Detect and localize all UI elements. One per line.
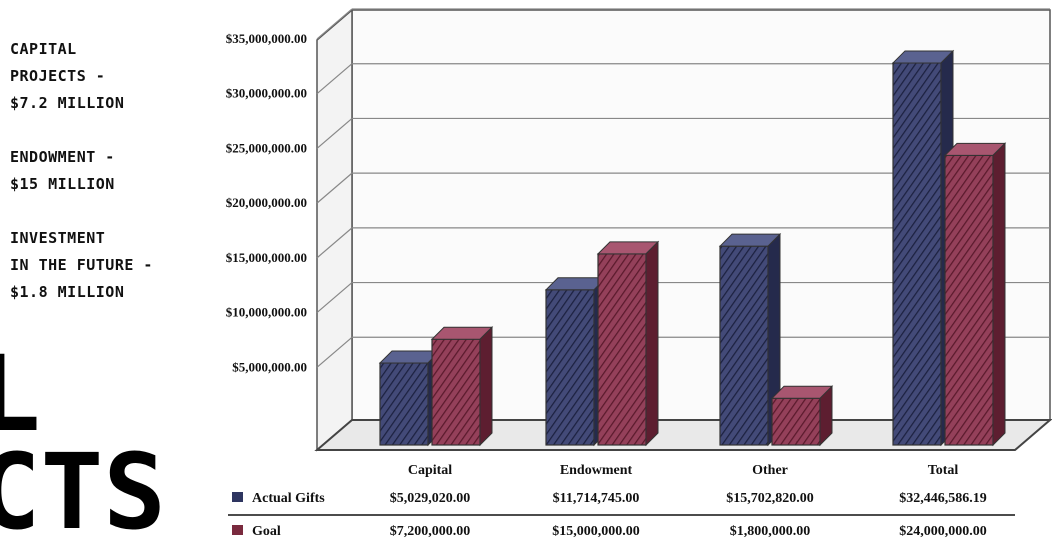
y-tick-label: $35,000,000.00 — [226, 31, 307, 46]
bar — [770, 385, 834, 447]
table-value: $15,702,820.00 — [726, 491, 814, 506]
table-value: $32,446,586.19 — [899, 491, 987, 506]
table-value: $24,000,000.00 — [899, 524, 987, 539]
bar — [596, 240, 660, 447]
legend-swatch — [232, 525, 243, 535]
capital-projects-note: Capital Projects - $7.2 Million — [10, 40, 125, 112]
bar-front — [431, 338, 481, 446]
table-value: $7,200,000.00 — [390, 524, 471, 539]
table-value: $15,000,000.00 — [552, 524, 640, 539]
table-value: $11,714,745.00 — [553, 491, 640, 506]
bar-front — [771, 397, 821, 446]
side-wall — [316, 8, 353, 452]
bar-side — [479, 326, 493, 447]
endowment-note: Endowment - $15 Million — [10, 148, 115, 193]
big-title-fragment: L CTS — [0, 333, 166, 553]
legend-label: Actual Gifts — [252, 491, 325, 506]
category-label: Other — [752, 463, 788, 478]
y-axis-ticks: $5,000,000.00 $10,000,000.00 $15,000,000.0… — [226, 31, 307, 374]
category-label: Total — [928, 463, 959, 478]
legend-swatch — [232, 492, 243, 502]
gridline-side — [316, 8, 353, 40]
bar-front — [892, 62, 942, 446]
bar-chart: $5,000,000.00 $10,000,000.00 $15,000,000.0… — [226, 8, 1052, 539]
bar — [430, 326, 494, 447]
category-label: Capital — [408, 463, 452, 478]
bar-front — [597, 253, 647, 446]
category-label: Endowment — [560, 463, 633, 478]
legend-label: Goal — [252, 524, 281, 539]
gridline-side — [316, 117, 353, 149]
bar — [718, 232, 782, 447]
bar-side — [819, 385, 833, 447]
left-panel-text: Capital Projects - $7.2 Million Endowmen… — [10, 36, 200, 333]
y-tick-label: $20,000,000.00 — [226, 195, 307, 210]
y-tick-label: $25,000,000.00 — [226, 140, 307, 155]
bar — [544, 276, 608, 447]
bar — [891, 49, 955, 447]
bar — [378, 349, 442, 447]
gridline-side — [316, 282, 353, 314]
data-table: Actual Gifts $5,029,020.00 $11,714,745.00 $… — [228, 491, 1015, 539]
investment-note: Investment in the future - $1.8 Million — [10, 229, 153, 301]
y-tick-label: $10,000,000.00 — [226, 305, 307, 320]
bar-side — [992, 142, 1006, 447]
bar — [943, 142, 1007, 447]
bar-side — [645, 240, 659, 447]
gridline-side — [316, 63, 353, 95]
y-tick-label: $5,000,000.00 — [232, 359, 307, 374]
gridline-side — [316, 172, 353, 204]
table-value: $1,800,000.00 — [730, 524, 811, 539]
gridline-side — [316, 227, 353, 259]
bar-front — [545, 289, 595, 446]
bar-front — [719, 245, 769, 446]
bars-group — [378, 49, 1007, 447]
bar-front — [379, 362, 429, 446]
bar-front — [944, 154, 994, 446]
gridline-side — [316, 336, 353, 368]
table-value: $5,029,020.00 — [390, 491, 471, 506]
y-tick-label: $30,000,000.00 — [226, 86, 307, 101]
category-labels: Capital Endowment Other Total — [408, 463, 959, 478]
y-tick-label: $15,000,000.00 — [226, 250, 307, 265]
